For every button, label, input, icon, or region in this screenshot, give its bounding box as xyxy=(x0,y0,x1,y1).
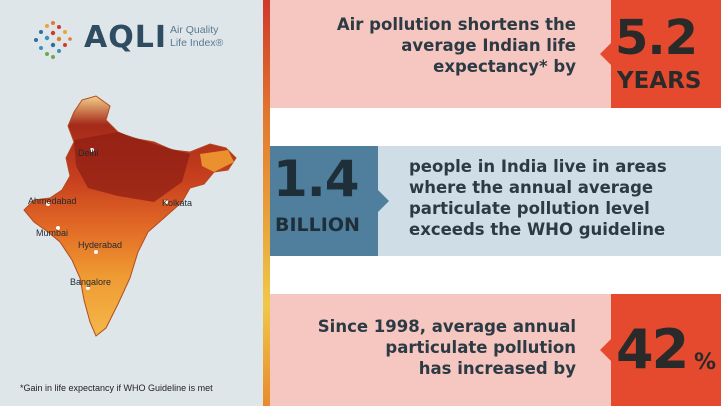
stat-text-life-expectancy: Air pollution shortens the average India… xyxy=(266,14,576,77)
stat-text-line: particulate pollution xyxy=(385,338,576,357)
brand-name: AQLI xyxy=(84,20,167,55)
stat-unit-years: YEARS xyxy=(617,68,702,94)
stat-text-line: Air pollution shortens the xyxy=(336,15,576,34)
aqli-logo: AQLI Air Quality Life Index® xyxy=(28,18,258,62)
city-label-bangalore: Bangalore xyxy=(70,277,112,287)
stat-value-billion: 1.4 xyxy=(273,150,360,208)
city-label-mumbai: Mumbai xyxy=(36,228,69,238)
arrow-left-icon xyxy=(600,43,611,65)
stat-text-line: particulate pollution level xyxy=(409,199,650,218)
color-scale-divider xyxy=(263,0,270,406)
stat-text-line: Since 1998, average annual xyxy=(317,317,576,336)
stat-text-line: exceeds the WHO guideline xyxy=(409,220,666,239)
stat-unit-billion: BILLION xyxy=(275,214,360,236)
stat-text-line: where the annual average xyxy=(409,178,654,197)
dot-globe-icon xyxy=(34,21,72,59)
stat-value-percent: 42 xyxy=(616,318,689,381)
spacer xyxy=(270,256,721,294)
stat-text-line: people in India live in areas xyxy=(409,157,667,176)
stat-text-line: has increased by xyxy=(418,359,576,378)
stat-text-population: people in India live in areas where the … xyxy=(409,156,709,240)
city-label-kolkata: Kolkata xyxy=(162,198,193,208)
brand-subtitle: Air Quality Life Index® xyxy=(170,24,223,50)
stat-text-line: expectancy* by xyxy=(433,57,576,76)
spacer xyxy=(270,108,721,146)
brand-subtitle-line2: Life Index® xyxy=(170,37,224,49)
india-pollution-map xyxy=(23,95,237,337)
stat-text-line: average Indian life xyxy=(401,36,576,55)
city-label-delhi: Delhi xyxy=(78,148,99,158)
brand-subtitle-line1: Air Quality xyxy=(170,24,219,36)
stat-box-percent xyxy=(611,294,721,406)
stat-box-billion xyxy=(270,146,378,256)
city-label-hyderabad: Hyderabad xyxy=(78,240,123,250)
stat-unit-percent: % xyxy=(694,350,717,375)
arrow-left-icon xyxy=(600,339,611,361)
city-label-ahmedabad: Ahmedabad xyxy=(28,196,77,206)
stat-value-years: 5.2 xyxy=(615,10,698,66)
left-panel: AQLI Air Quality Life Index® Delhi xyxy=(0,0,263,406)
stat-text-pollution-increase: Since 1998, average annual particulate p… xyxy=(256,316,576,379)
arrow-right-icon xyxy=(378,190,389,212)
footnote: *Gain in life expectancy if WHO Guidelin… xyxy=(20,383,213,393)
stat-box-years xyxy=(611,0,721,108)
